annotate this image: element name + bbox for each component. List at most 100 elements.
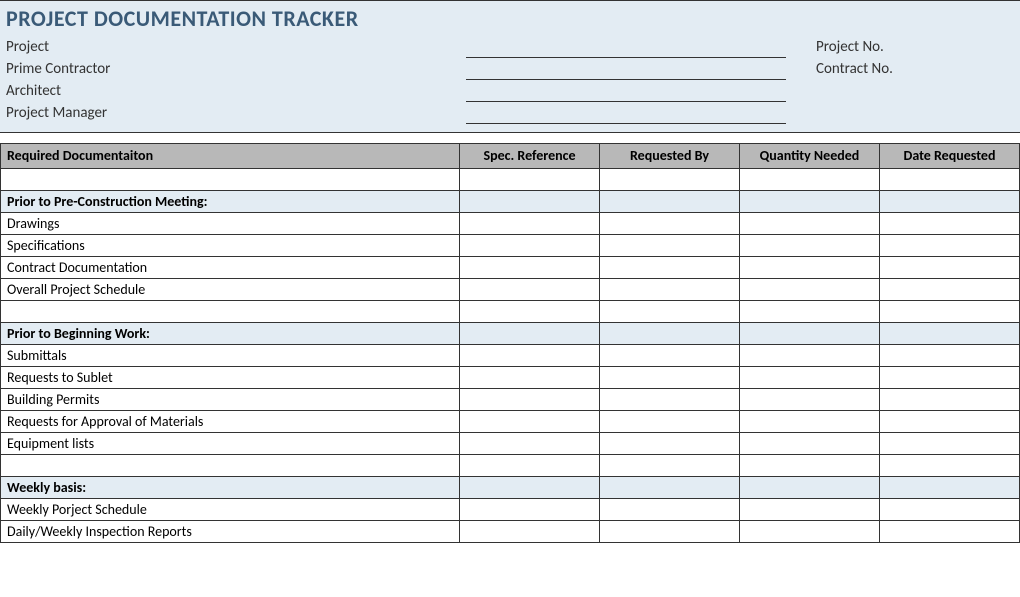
page-title: PROJECT DOCUMENTATION TRACKER [6,5,1014,32]
cell-spec [460,323,600,344]
cell-qty [740,455,880,476]
cell-spec [460,235,600,256]
col-header-documentation: Required Documentaiton [0,144,460,168]
field-underline-architect [466,80,786,102]
cell-qty [740,213,880,234]
cell-req [600,235,740,256]
col-header-quantity-needed: Quantity Needed [740,144,880,168]
cell-req [600,257,740,278]
cell-date [880,323,1019,344]
section-heading: Weekly basis: [1,477,460,498]
section-header-row: Prior to Beginning Work: [1,323,1019,345]
cell-qty [740,301,880,322]
spacer-row [1,455,1019,477]
section-header-row: Weekly basis: [1,477,1019,499]
cell-qty [740,169,880,190]
cell-qty [740,257,880,278]
field-label-project-manager: Project Manager [6,102,466,124]
cell-spec [460,257,600,278]
cell-req [600,455,740,476]
cell-date [880,169,1019,190]
cell-req [600,389,740,410]
fields-right: Project No. Contract No. [806,36,996,124]
cell-qty [740,345,880,366]
cell-date [880,345,1019,366]
cell-spec [460,301,600,322]
cell-doc [1,301,460,322]
cell-date [880,301,1019,322]
col-header-date-requested: Date Requested [880,144,1020,168]
cell-doc-label: Overall Project Schedule [1,279,460,300]
table-row: Daily/Weekly Inspection Reports [1,521,1019,543]
cell-qty [740,279,880,300]
table-row: Requests to Sublet [1,367,1019,389]
section-heading: Prior to Beginning Work: [1,323,460,344]
cell-date [880,257,1019,278]
cell-spec [460,279,600,300]
table-row: Building Permits [1,389,1019,411]
table-row: Submittals [1,345,1019,367]
col-header-requested-by: Requested By [600,144,740,168]
document-tracker-container: PROJECT DOCUMENTATION TRACKER Project Pr… [0,0,1020,543]
cell-req [600,499,740,520]
cell-qty [740,477,880,498]
field-label-project-no: Project No. [816,36,996,58]
cell-req [600,301,740,322]
cell-qty [740,389,880,410]
field-label-project: Project [6,36,466,58]
cell-spec [460,191,600,212]
column-headers: Required Documentaiton Spec. Reference R… [0,143,1020,169]
cell-doc-label: Drawings [1,213,460,234]
cell-date [880,499,1019,520]
table-body: Prior to Pre-Construction Meeting:Drawin… [0,169,1020,543]
cell-req [600,213,740,234]
cell-spec [460,169,600,190]
cell-doc-label: Requests to Sublet [1,367,460,388]
fields-left: Project Prime Contractor Architect Proje… [6,36,466,124]
cell-date [880,411,1019,432]
cell-req [600,345,740,366]
spacer-row [1,169,1019,191]
cell-qty [740,323,880,344]
cell-doc-label: Requests for Approval of Materials [1,411,460,432]
cell-req [600,521,740,542]
cell-spec [460,389,600,410]
cell-qty [740,191,880,212]
cell-qty [740,235,880,256]
cell-date [880,477,1019,498]
cell-doc-label: Specifications [1,235,460,256]
cell-qty [740,411,880,432]
cell-spec [460,499,600,520]
header-fields: Project Prime Contractor Architect Proje… [6,36,1014,124]
table-row: Weekly Porject Schedule [1,499,1019,521]
col-header-spec-reference: Spec. Reference [460,144,600,168]
field-label-contract-no: Contract No. [816,58,996,80]
cell-req [600,477,740,498]
cell-date [880,279,1019,300]
cell-req [600,191,740,212]
cell-date [880,389,1019,410]
cell-req [600,279,740,300]
cell-date [880,367,1019,388]
cell-date [880,213,1019,234]
cell-doc-label: Contract Documentation [1,257,460,278]
cell-doc [1,455,460,476]
cell-date [880,521,1019,542]
cell-date [880,433,1019,454]
cell-doc-label: Weekly Porject Schedule [1,499,460,520]
cell-req [600,323,740,344]
field-underline-project [466,36,786,58]
cell-spec [460,213,600,234]
field-label-architect: Architect [6,80,466,102]
cell-req [600,169,740,190]
cell-req [600,411,740,432]
section-heading: Prior to Pre-Construction Meeting: [1,191,460,212]
cell-spec [460,433,600,454]
cell-qty [740,367,880,388]
cell-spec [460,411,600,432]
cell-doc-label: Daily/Weekly Inspection Reports [1,521,460,542]
field-underline-project-manager [466,102,786,124]
cell-qty [740,433,880,454]
table-row: Overall Project Schedule [1,279,1019,301]
table-row: Drawings [1,213,1019,235]
